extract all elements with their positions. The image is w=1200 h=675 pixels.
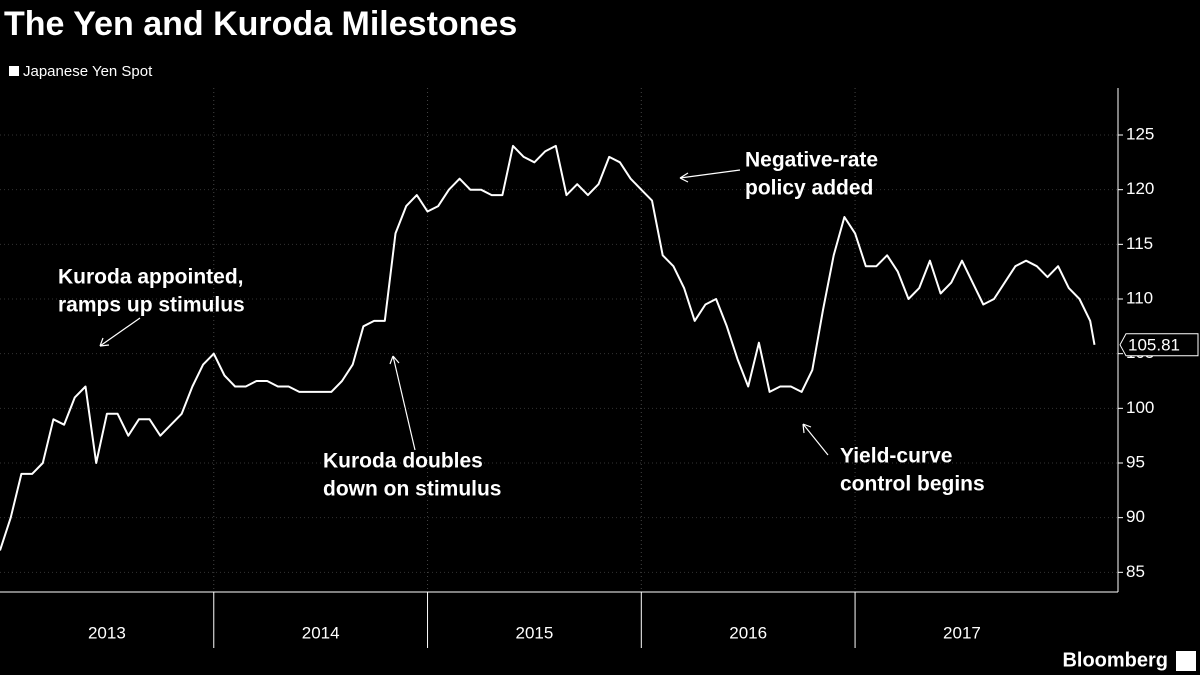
last-value-box — [1119, 333, 1199, 357]
arrow — [99, 317, 141, 347]
y-tick-label: 90 — [1126, 507, 1145, 526]
legend-label: Japanese Yen Spot — [23, 63, 153, 80]
chart-title: The Yen and Kuroda Milestones — [4, 5, 517, 43]
annotation: down on stimulus — [323, 478, 502, 501]
y-tick-label: 110 — [1126, 288, 1153, 307]
annotation: policy added — [745, 177, 873, 200]
last-value-label: 105.81 — [1128, 335, 1180, 354]
arrows — [99, 169, 829, 456]
y-tick-label: 100 — [1126, 398, 1154, 417]
x-tick-label: 2015 — [516, 623, 554, 642]
x-tick-label: 2014 — [302, 623, 340, 642]
legend-swatch — [9, 66, 19, 76]
arrow — [389, 355, 416, 451]
line-series — [0, 144, 1096, 551]
annotation: control begins — [840, 473, 985, 496]
arrow — [679, 169, 741, 183]
y-tick-label: 115 — [1126, 234, 1153, 253]
annotation: Yield-curve — [840, 445, 952, 468]
annotation: Kuroda doubles — [323, 450, 483, 473]
x-tick-label: 2013 — [88, 623, 126, 642]
source: Bloomberg — [1062, 649, 1168, 671]
x-tick-label: 2016 — [729, 623, 767, 642]
y-tick-label: 85 — [1126, 562, 1145, 581]
x-tick-label: 2017 — [943, 623, 981, 642]
annotation: Kuroda appointed, — [58, 266, 244, 289]
y-tick-label: 120 — [1126, 179, 1154, 198]
y-tick-label: 125 — [1126, 124, 1154, 143]
y-tick-label: 95 — [1126, 452, 1145, 471]
annotation: Negative-rate — [745, 149, 878, 172]
arrow — [802, 423, 829, 456]
logo — [1176, 651, 1196, 671]
annotation: ramps up stimulus — [58, 294, 245, 317]
